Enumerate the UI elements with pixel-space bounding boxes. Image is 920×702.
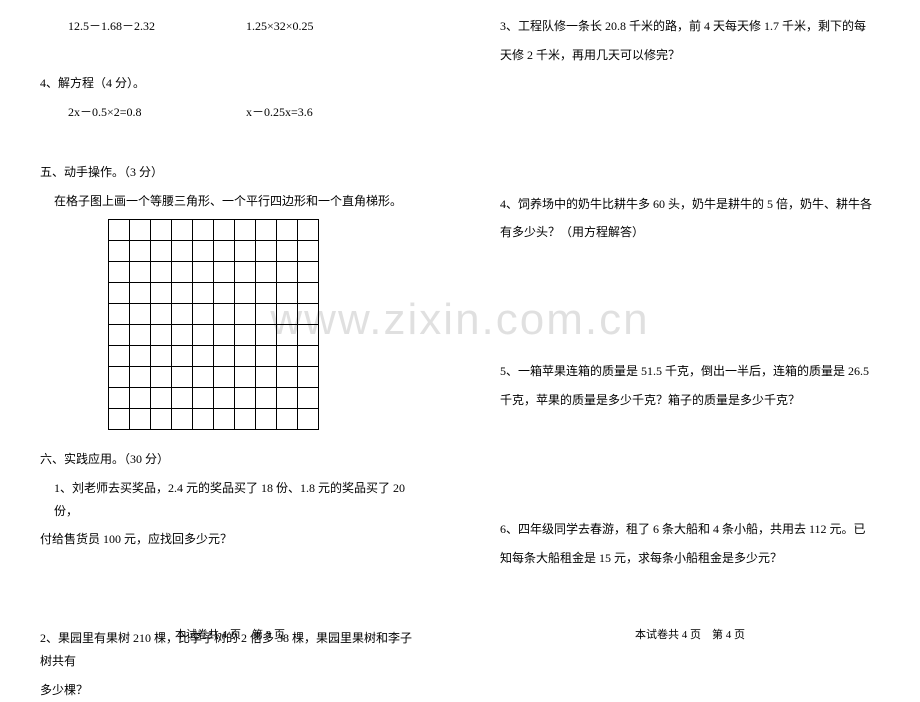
q4-title: 4、解方程（4 分）。 bbox=[40, 72, 420, 95]
q6-1-line1: 1、刘老师去买奖品，2.4 元的奖品买了 18 份、1.8 元的奖品买了 20 … bbox=[40, 477, 420, 523]
expression-row: 12.5－1.68－2.32 1.25×32×0.25 bbox=[40, 15, 420, 38]
grid-container bbox=[40, 219, 420, 430]
section-5-instruction: 在格子图上画一个等腰三角形、一个平行四边形和一个直角梯形。 bbox=[40, 190, 420, 213]
page-3-footer: 本试卷共 4 页 第 3 页 bbox=[0, 626, 460, 642]
expr-a: 12.5－1.68－2.32 bbox=[68, 15, 243, 38]
q5-line1: 5、一箱苹果连箱的质量是 51.5 千克，倒出一半后，连箱的质量是 26.5 bbox=[500, 360, 880, 383]
q6-1-line2: 付给售货员 100 元，应找回多少元？ bbox=[40, 528, 420, 551]
q5-line2: 千克，苹果的质量是多少千克？箱子的质量是多少千克？ bbox=[500, 389, 880, 412]
q6-line2: 知每条大船租金是 15 元，求每条小船租金是多少元？ bbox=[500, 547, 880, 570]
q4-line2: 有多少头？（用方程解答） bbox=[500, 221, 880, 244]
q4-line1: 4、饲养场中的奶牛比耕牛多 60 头，奶牛是耕牛的 5 倍，奶牛、耕牛各 bbox=[500, 193, 880, 216]
q4-eq2: x－0.25x=3.6 bbox=[246, 105, 313, 119]
q6-line1: 6、四年级同学去春游，租了 6 条大船和 4 条小船，共用去 112 元。已 bbox=[500, 518, 880, 541]
page-4: 3、工程队修一条长 20.8 千米的路，前 4 天每天修 1.7 千米，剩下的每… bbox=[460, 0, 920, 650]
section-6-title: 六、实践应用。（30 分） bbox=[40, 448, 420, 471]
section-5-title: 五、动手操作。（3 分） bbox=[40, 161, 420, 184]
expr-b: 1.25×32×0.25 bbox=[246, 19, 314, 33]
drawing-grid bbox=[108, 219, 319, 430]
q3-line1: 3、工程队修一条长 20.8 千米的路，前 4 天每天修 1.7 千米，剩下的每 bbox=[500, 15, 880, 38]
q6-2-line2: 多少棵？ bbox=[40, 679, 420, 702]
q4-eq1: 2x－0.5×2=0.8 bbox=[68, 101, 243, 124]
page-4-footer: 本试卷共 4 页 第 4 页 bbox=[460, 626, 920, 642]
page-3: 12.5－1.68－2.32 1.25×32×0.25 4、解方程（4 分）。 … bbox=[0, 0, 460, 650]
q4-equations: 2x－0.5×2=0.8 x－0.25x=3.6 bbox=[40, 101, 420, 124]
q3-line2: 天修 2 千米，再用几天可以修完？ bbox=[500, 44, 880, 67]
